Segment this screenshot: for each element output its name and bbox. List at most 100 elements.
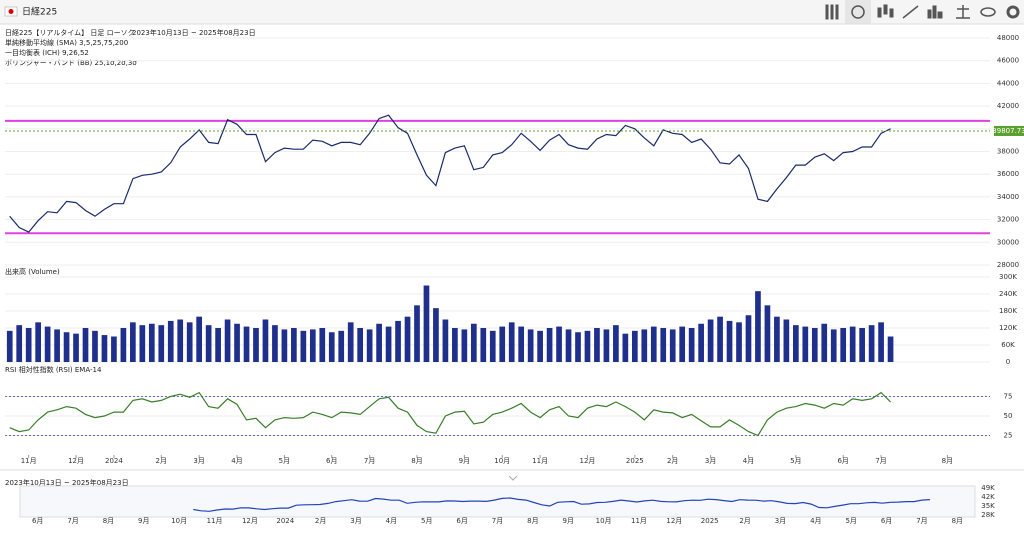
volume-bar: [480, 328, 487, 362]
volume-bar: [556, 326, 562, 362]
clock-button[interactable]: [851, 5, 865, 19]
volume-bar: [849, 326, 856, 362]
volume-bar: [111, 336, 117, 362]
candle-button[interactable]: [877, 4, 894, 18]
x-tick-label: 11月: [631, 517, 647, 525]
volume-bar: [489, 330, 496, 362]
chart-subtitle: 2023年10月13日 ~ 2025年08月23日: [132, 28, 256, 37]
x-tick-label: 2024: [105, 457, 123, 465]
x-tick-label: 3月: [350, 517, 361, 525]
x-tick-label: 8月: [103, 517, 114, 525]
volume-bar: [811, 328, 818, 362]
eye-button[interactable]: [980, 7, 996, 17]
x-tick-label: 2025: [701, 517, 719, 525]
panel-title: 出来高 (Volume): [5, 267, 60, 276]
y-tick-label: 42K: [981, 493, 995, 501]
navigator-line: [193, 497, 930, 512]
volume-bar: [518, 326, 525, 362]
navigator-title: 2023年10月13日 ~ 2025年08月23日: [5, 478, 129, 487]
volume-bar: [177, 319, 184, 362]
panel-title: RSI 相対性指数 (RSI) EMA-14: [5, 365, 102, 374]
settings-button[interactable]: [1006, 5, 1020, 19]
volume-bar: [158, 325, 165, 362]
volume-bar: [404, 316, 411, 362]
indicator-button[interactable]: [927, 5, 943, 19]
volume-bar: [840, 328, 847, 362]
x-tick-label: 5月: [421, 517, 432, 525]
x-tick-label: 7月: [492, 517, 503, 525]
volume-bar: [736, 322, 742, 362]
volume-bar: [82, 328, 89, 362]
volume-bar: [698, 323, 704, 362]
y-tick-label: 46000: [997, 57, 1019, 65]
x-tick-label: 3月: [775, 517, 786, 525]
volume-bar: [594, 328, 600, 362]
volume-bar: [92, 330, 98, 362]
volume-bar: [44, 326, 51, 362]
volume-bar: [224, 319, 231, 362]
x-tick-label: 10月: [494, 457, 510, 465]
volume-bar: [603, 329, 610, 362]
volume-bar: [300, 330, 307, 362]
x-tick-label: 2月: [739, 517, 750, 525]
volume-bar: [101, 335, 108, 362]
volume-bar: [6, 330, 13, 362]
x-tick-label: 9月: [138, 517, 149, 525]
x-tick-label: 4月: [386, 517, 397, 525]
x-tick-label: 8月: [411, 457, 422, 465]
volume-bar: [347, 322, 354, 362]
volume-bar: [717, 316, 723, 362]
volume-bar: [63, 332, 70, 362]
symbol-title: 日経225: [22, 6, 57, 18]
collapse-arrow[interactable]: [508, 475, 518, 481]
volume-bar: [309, 329, 316, 362]
volume-bar: [726, 320, 733, 362]
volume-bar: [186, 322, 193, 362]
volume-bar: [385, 326, 392, 362]
volume-bar: [215, 328, 221, 362]
x-tick-label: 2月: [315, 517, 326, 525]
volume-bar: [499, 326, 506, 362]
x-tick-label: 9月: [459, 457, 470, 465]
volume-bar: [470, 323, 477, 362]
columns-button[interactable]: [825, 4, 839, 20]
volume-bar: [508, 322, 515, 362]
volume-bar: [35, 322, 41, 362]
volume-bar: [631, 330, 638, 362]
volume-bar: [319, 328, 326, 362]
volume-bar: [205, 325, 212, 362]
y-tick-label: 28K: [981, 511, 995, 519]
volume-bar: [575, 332, 581, 362]
volume-bar: [73, 333, 79, 362]
flag-dot: [8, 9, 14, 14]
volume-bar: [25, 328, 32, 362]
last-price-label: 39807.73: [992, 127, 1024, 135]
x-tick-label: 3月: [705, 457, 716, 465]
y-tick-label: 49K: [981, 484, 995, 492]
balance-button[interactable]: [956, 5, 970, 19]
x-tick-label: 5月: [279, 457, 290, 465]
x-tick-label: 2025: [626, 457, 644, 465]
y-tick-label: 32000: [997, 216, 1019, 224]
trend-button[interactable]: [902, 5, 919, 19]
volume-bar: [546, 328, 553, 362]
y-tick-label: 28000: [997, 261, 1019, 269]
volume-bar: [641, 329, 648, 362]
toolbar: [825, 0, 1020, 24]
y-tick-label: 30000: [997, 238, 1019, 246]
volume-bar: [328, 332, 335, 362]
volume-bar: [414, 305, 420, 362]
volume-bar: [688, 328, 695, 362]
x-tick-label: 7月: [916, 517, 927, 525]
volume-bar: [802, 326, 809, 362]
volume-bar: [859, 328, 865, 362]
x-tick-label: 2024: [276, 517, 294, 525]
volume-bar: [679, 326, 686, 362]
y-tick-label: 60K: [1001, 341, 1015, 349]
volume-bar: [167, 320, 174, 362]
volume-bar: [262, 319, 269, 362]
volume-bar: [868, 325, 875, 362]
y-tick-label: 50: [1004, 412, 1013, 420]
volume-bar: [281, 329, 288, 362]
